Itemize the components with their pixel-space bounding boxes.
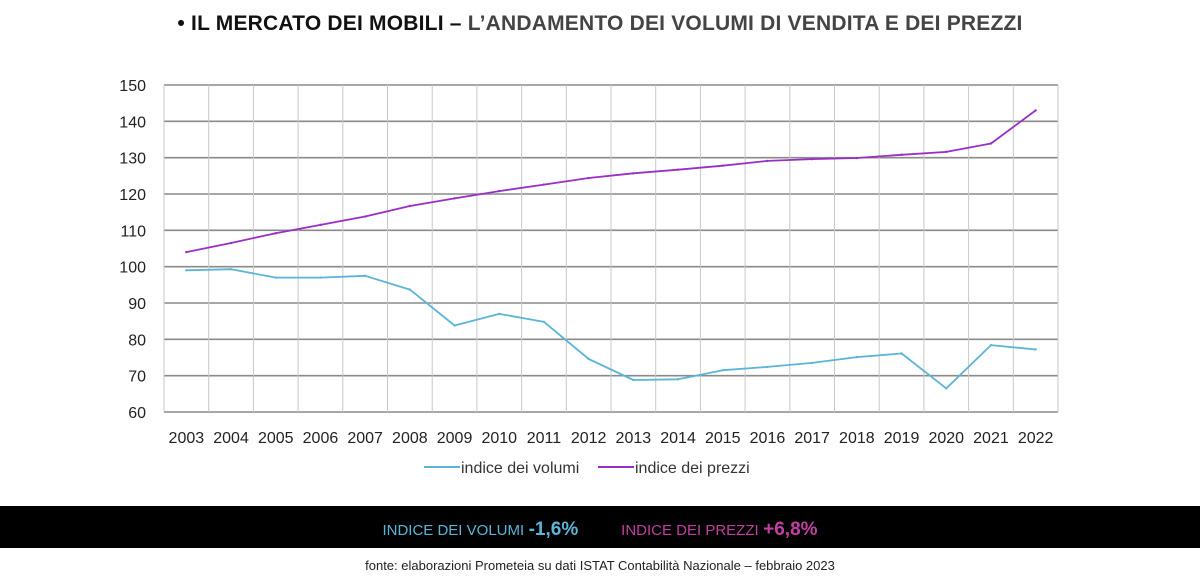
x-tick-label: 2003 (169, 430, 205, 447)
line-chart: 60 70 80 90 100 110 120 130 140 150 2003 2004 2005 20… (119, 78, 1059, 477)
summary-banner: INDICE DEI VOLUMI -1,6% INDICE DEI PREZZ… (0, 506, 1200, 548)
x-tick-label: 2014 (660, 430, 696, 447)
series-1-point (274, 232, 277, 235)
series-1-point (632, 172, 635, 175)
series-1-point (721, 164, 724, 167)
y-tick-label: 140 (119, 114, 146, 131)
y-tick-label: 60 (128, 405, 146, 422)
series-line-1 (186, 109, 1037, 253)
volumes-summary-label: INDICE DEI VOLUMI (382, 522, 525, 539)
series-0-point (229, 268, 233, 271)
series-1-point (676, 168, 680, 171)
legend-label-1: indice dei prezzi (635, 460, 750, 477)
prices-summary-label: INDICE DEI PREZZI (621, 522, 759, 539)
x-tick-label: 2017 (794, 430, 830, 447)
series-1-point (363, 215, 367, 218)
series-0-point (319, 276, 322, 279)
x-tick-label: 2019 (884, 430, 920, 447)
x-tick-label: 2009 (437, 430, 473, 447)
series-1-point (900, 153, 903, 156)
x-tick-label: 2007 (347, 430, 383, 447)
series-1-point (185, 250, 188, 254)
prices-summary-value: +6,8% (763, 519, 818, 540)
series-0-point (587, 357, 590, 361)
x-tick-label: 2012 (571, 430, 607, 447)
y-tick-label: 100 (119, 260, 146, 277)
x-tick-label: 2010 (481, 430, 517, 447)
x-tick-label: 2011 (527, 430, 562, 447)
series-0-point (989, 343, 993, 347)
x-tick-label: 2018 (839, 430, 875, 447)
y-tick-label: 80 (128, 332, 146, 349)
chart-title: • IL MERCATO DEI MOBILI – L’ANDAMENTO DE… (0, 12, 1200, 36)
series-1-point (810, 157, 814, 161)
series-0-point (453, 324, 456, 327)
series-0-point (676, 378, 680, 381)
title-subtitle: L’ANDAMENTO DEI VOLUMI DI VENDITA E DEI … (467, 12, 1023, 35)
series-1-point (229, 241, 233, 245)
series-1-point (989, 142, 993, 145)
title-bullet: • (177, 12, 185, 35)
series-1-point (453, 197, 456, 200)
series-0-point (632, 378, 635, 382)
series-0-point (945, 387, 948, 390)
series-0-point (498, 312, 501, 316)
series-0-point (408, 288, 412, 291)
series-1-point (855, 156, 859, 160)
series-0-point (900, 352, 903, 355)
series-0-point (766, 365, 769, 369)
x-tick-label: 2016 (750, 430, 786, 447)
y-tick-label: 90 (128, 296, 146, 313)
series-0-point (721, 369, 724, 372)
x-tick-label: 2020 (928, 430, 964, 447)
y-tick-label: 70 (128, 369, 146, 386)
series-1-point (408, 204, 412, 208)
x-tick-label: 2006 (303, 430, 339, 447)
x-tick-label: 2015 (705, 430, 741, 447)
y-tick-label: 110 (120, 223, 146, 240)
series-0-point (542, 320, 546, 324)
x-tick-label: 2008 (392, 430, 428, 447)
x-tick-label: 2013 (616, 430, 652, 447)
title-main: IL MERCATO DEI MOBILI (191, 12, 444, 35)
series-0-point (363, 274, 367, 277)
series-1-point (542, 183, 546, 186)
x-tick-label: 2004 (213, 430, 249, 447)
series-line-0 (186, 268, 1036, 390)
y-tick-label: 120 (119, 187, 146, 204)
source-note: fonte: elaborazioni Prometeia su dati IS… (365, 558, 835, 573)
series-0-point (274, 276, 277, 279)
y-tick-label: 150 (119, 78, 146, 95)
volumes-summary-value: -1,6% (528, 519, 579, 540)
series-0-point (810, 361, 814, 365)
y-tick-label: 130 (119, 151, 146, 168)
series-1-point (945, 150, 948, 154)
x-tick-label: 2021 (973, 430, 1009, 447)
series-1-point (587, 176, 590, 180)
series-1-point (766, 159, 769, 163)
series-1-point (498, 189, 501, 193)
title-separator: – (449, 12, 462, 35)
series-1-point (1034, 109, 1037, 112)
series-0-point (855, 355, 859, 359)
x-tick-label: 2005 (258, 430, 294, 447)
x-tick-label: 2022 (1018, 430, 1054, 447)
legend-label-0: indice dei volumi (461, 460, 579, 477)
series-0-point (185, 269, 188, 272)
series-0-point (1034, 348, 1037, 351)
series-1-point (319, 223, 322, 227)
